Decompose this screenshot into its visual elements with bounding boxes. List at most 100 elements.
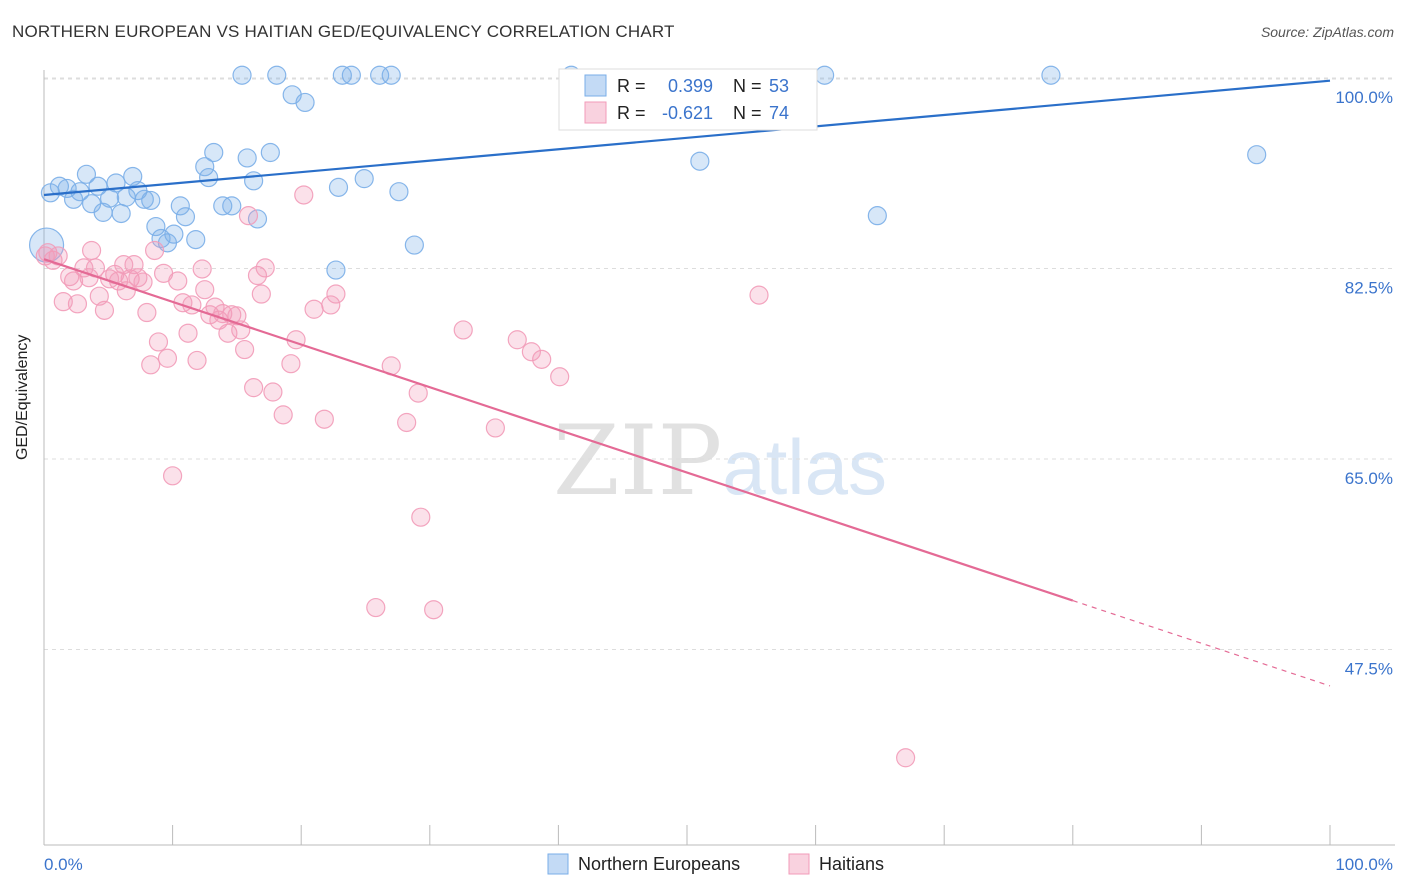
data-point — [94, 300, 115, 320]
source-label: Source: ZipAtlas.com — [1260, 24, 1394, 40]
data-point — [164, 224, 184, 244]
stats-legend-box — [558, 68, 818, 131]
data-point — [381, 65, 401, 85]
data-point — [146, 216, 166, 237]
data-point — [244, 171, 264, 191]
data-point — [116, 281, 136, 301]
data-point — [67, 294, 88, 314]
data-point — [53, 292, 73, 312]
data-point — [749, 285, 769, 305]
data-point — [294, 185, 314, 205]
data-point — [144, 240, 165, 261]
data-point — [195, 280, 215, 300]
data-point — [232, 65, 252, 85]
data-point — [137, 302, 157, 323]
x-tick-label: 100.0% — [1335, 855, 1393, 874]
stats-r-label: R = — [617, 103, 646, 123]
data-point — [485, 418, 505, 438]
data-point — [366, 597, 386, 618]
data-point — [328, 177, 349, 197]
legend-swatch — [788, 853, 810, 875]
data-point — [867, 206, 887, 226]
data-point — [74, 258, 94, 278]
data-point — [244, 378, 264, 398]
data-point — [111, 203, 131, 224]
data-point — [195, 157, 215, 177]
data-point — [1247, 145, 1267, 165]
data-point — [163, 466, 183, 486]
trend-line — [43, 258, 1074, 602]
data-point — [63, 271, 84, 291]
data-point — [81, 240, 102, 261]
chart-title: NORTHERN EUROPEAN VS HAITIAN GED/EQUIVAL… — [12, 22, 675, 41]
data-point — [178, 323, 198, 343]
data-point — [141, 190, 161, 211]
data-point — [341, 65, 361, 85]
data-point — [123, 166, 143, 187]
data-point — [896, 748, 916, 768]
data-point — [507, 330, 527, 350]
trend-line-extension — [1072, 600, 1331, 687]
data-point — [157, 348, 178, 368]
data-point — [404, 235, 424, 255]
stats-n-label: N = — [733, 103, 762, 123]
data-point — [260, 142, 280, 163]
data-point — [235, 339, 255, 360]
data-point — [238, 206, 259, 226]
stats-n-value: 53 — [769, 76, 789, 96]
data-point — [192, 259, 212, 279]
data-point — [175, 207, 196, 227]
legend-label: Northern Europeans — [578, 854, 740, 874]
stats-n-label: N = — [733, 76, 762, 96]
data-point — [424, 600, 444, 620]
series-haitians — [35, 185, 916, 768]
stats-n-value: 74 — [769, 103, 789, 123]
y-tick-label: 82.5% — [1345, 279, 1393, 298]
data-point — [89, 286, 109, 306]
data-point — [281, 354, 301, 374]
data-point — [237, 148, 257, 168]
data-point — [187, 350, 207, 371]
data-point — [141, 355, 161, 375]
data-point — [326, 260, 346, 280]
watermark-zip: ZIP — [553, 405, 723, 517]
x-tick-label: 0.0% — [44, 855, 83, 874]
data-point — [170, 196, 190, 216]
data-point — [408, 383, 428, 403]
data-point — [304, 299, 324, 319]
legend-swatch — [547, 853, 569, 875]
data-point — [354, 169, 374, 189]
data-point — [227, 306, 247, 326]
legend-label: Haitians — [819, 854, 884, 874]
data-point — [267, 65, 287, 85]
data-point — [370, 65, 390, 85]
data-point — [199, 167, 219, 188]
data-point — [815, 65, 835, 85]
data-point — [76, 164, 97, 184]
bottom-legend: Northern Europeans Haitians — [547, 853, 884, 875]
data-point — [411, 507, 431, 527]
data-point — [1041, 65, 1061, 85]
data-point — [204, 142, 224, 163]
data-point — [532, 349, 552, 369]
data-point — [186, 230, 206, 250]
data-point — [690, 151, 710, 171]
stats-legend: R = 0.399 N = 53 R = -0.621 N = 74 — [558, 68, 818, 131]
data-point — [273, 405, 293, 425]
data-point — [134, 189, 154, 209]
data-point — [133, 272, 153, 292]
data-point — [148, 332, 169, 352]
data-point — [295, 92, 315, 113]
trend-line — [43, 79, 1331, 197]
data-point — [222, 196, 242, 216]
data-point — [168, 271, 188, 291]
data-point — [263, 382, 283, 402]
y-tick-label: 65.0% — [1345, 469, 1393, 488]
data-point — [453, 320, 473, 340]
data-point — [247, 265, 268, 286]
data-point — [550, 367, 570, 387]
y-tick-label: 47.5% — [1345, 660, 1393, 679]
data-point — [321, 295, 341, 315]
stats-r-value: 0.399 — [668, 76, 713, 96]
